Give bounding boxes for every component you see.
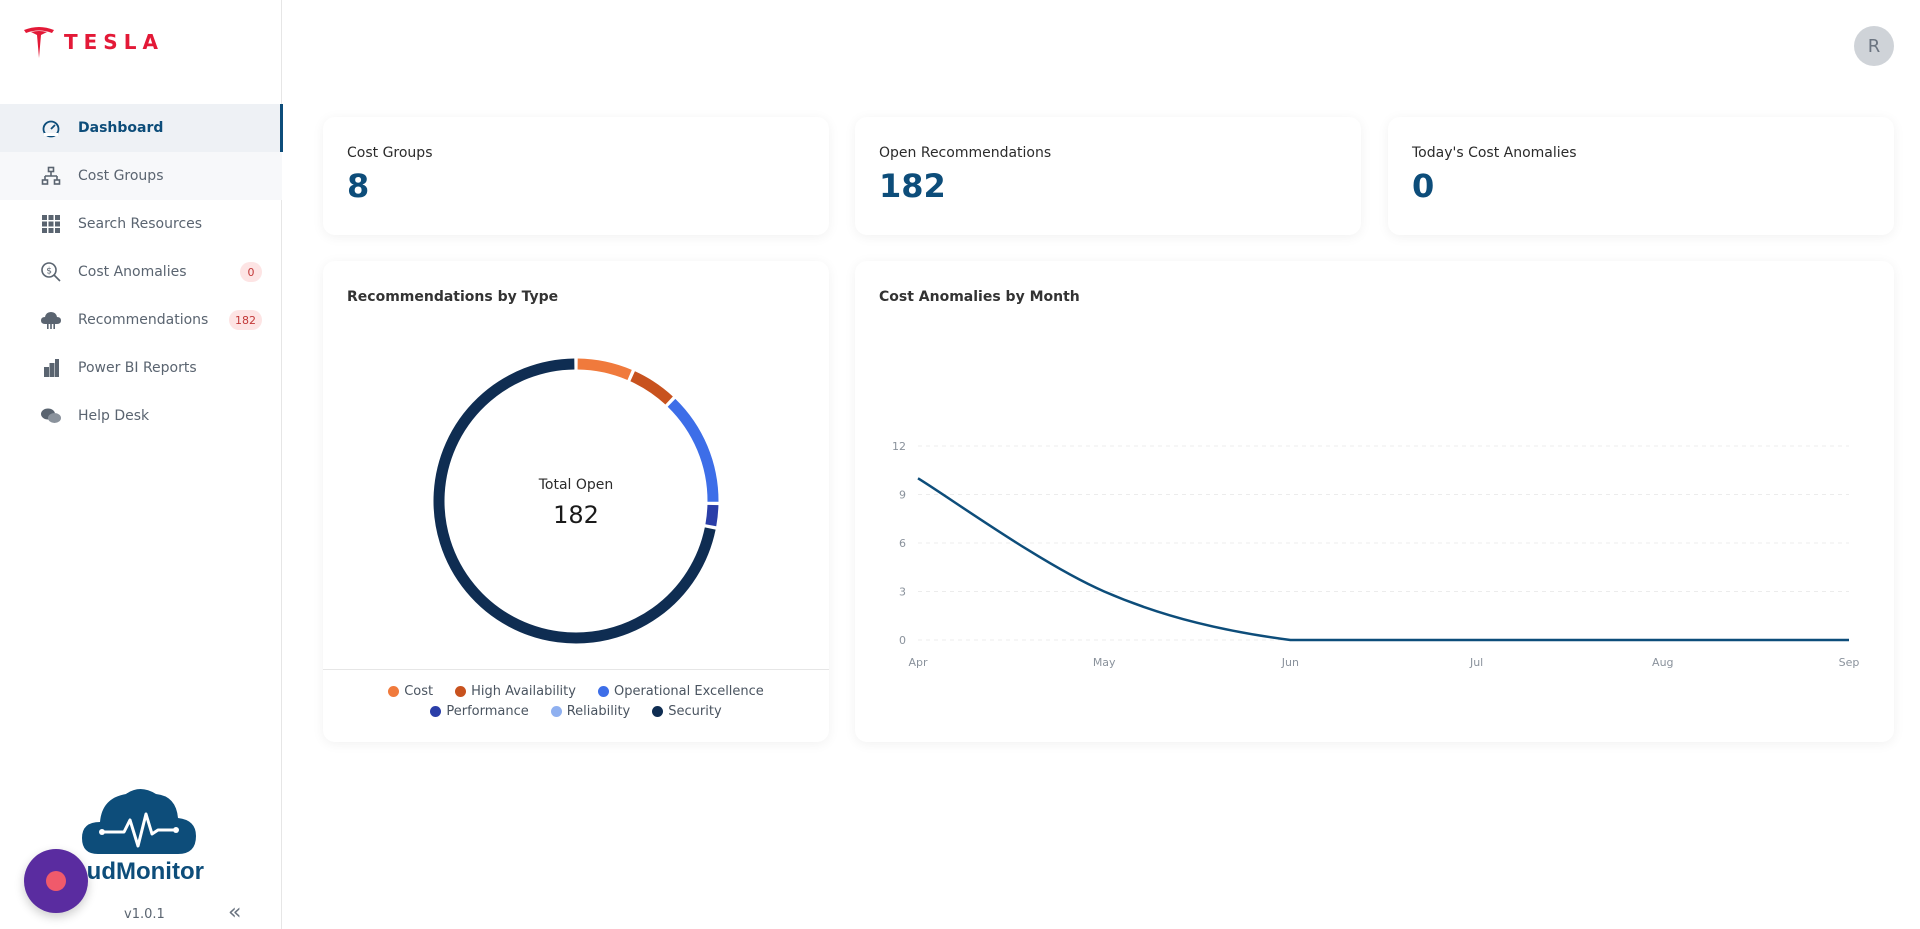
cloud-icon: [40, 309, 62, 331]
series-line[interactable]: [917, 477, 1849, 642]
recommendations-by-type-card: Recommendations by Type Total Open 182 C…: [323, 261, 829, 742]
stat-card-todays-cost-anomalies[interactable]: Today's Cost Anomalies 0: [1388, 117, 1894, 235]
hierarchy-icon: [40, 165, 62, 187]
sidebar-item-label: Recommendations: [78, 312, 209, 328]
legend-swatch: [455, 685, 467, 697]
y-tick-label: 6: [899, 537, 906, 550]
x-tick-label: May: [1093, 656, 1116, 669]
legend-swatch: [652, 705, 664, 717]
donut-center-value: 182: [553, 501, 599, 529]
tesla-t-icon: [24, 27, 54, 58]
legend-label: High Availability: [471, 683, 576, 699]
sidebar-item-cost-anomalies[interactable]: $ Cost Anomalies 0: [0, 248, 282, 296]
chart-icon: [40, 357, 62, 379]
donut-legend: Cost High Availability Operational Excelle…: [323, 681, 829, 721]
x-tick-label: Jul: [1469, 656, 1483, 669]
y-tick-label: 9: [899, 489, 906, 502]
sidebar-item-label: Search Resources: [78, 216, 203, 232]
legend-swatch: [550, 705, 562, 717]
stat-title: Open Recommendations: [879, 145, 1052, 161]
stat-value: 0: [1412, 167, 1435, 205]
legend-label: Reliability: [566, 703, 631, 719]
legend-label: Performance: [446, 703, 529, 719]
legend-swatch: [430, 705, 442, 717]
sidebar-item-recommendations[interactable]: Recommendations 182: [0, 296, 282, 344]
legend-row: Cost High Availability Operational Excelle…: [323, 681, 829, 701]
tesla-logo[interactable]: TESLA: [22, 24, 164, 60]
sidebar-item-label: Help Desk: [78, 408, 150, 424]
legend-swatch: [388, 685, 400, 697]
donut-center-label: Total Open: [538, 477, 614, 493]
sidebar-item-label: Cost Groups: [78, 168, 164, 184]
sidebar-item-help-desk[interactable]: Help Desk: [0, 392, 282, 440]
donut-slice-high-availability[interactable]: [630, 371, 673, 405]
sidebar-item-label: Cost Anomalies: [78, 264, 187, 280]
legend-divider: [323, 669, 829, 670]
sidebar: TESLA Dashboard Cost Groups Search Resou…: [0, 0, 283, 929]
legend-label: Operational Excellence: [613, 683, 764, 699]
stat-title: Cost Groups: [347, 145, 433, 161]
cloudmonitor-logo-icon: [82, 789, 196, 854]
donut-slice-security[interactable]: [433, 358, 716, 644]
legend-item-performance[interactable]: Performance: [430, 703, 529, 719]
sidebar-item-label: Dashboard: [78, 120, 164, 136]
user-avatar[interactable]: R: [1854, 26, 1894, 66]
legend-item-reliability[interactable]: Reliability: [550, 703, 631, 719]
legend-row: Performance Reliability Security: [323, 701, 829, 721]
y-tick-label: 0: [899, 634, 906, 647]
legend-label: Security: [668, 703, 722, 719]
x-tick-label: Aug: [1652, 656, 1673, 669]
y-tick-label: 12: [892, 440, 906, 453]
dashboard-icon: [40, 117, 62, 139]
donut-slice-performance[interactable]: [705, 504, 719, 527]
x-tick-label: Apr: [908, 656, 928, 669]
x-tick-label: Sep: [1839, 656, 1860, 669]
stat-value: 182: [879, 167, 946, 205]
sidebar-item-search-resources[interactable]: Search Resources: [0, 200, 282, 248]
line-chart: 0 3 6 9 12 Apr May Jun Jul Aug Sep: [892, 440, 1860, 669]
stat-value: 8: [347, 167, 370, 205]
donut-slice-cost[interactable]: [577, 358, 632, 381]
stat-title: Today's Cost Anomalies: [1412, 145, 1577, 161]
panel-title: Cost Anomalies by Month: [879, 289, 1080, 305]
sidebar-item-cost-groups[interactable]: Cost Groups: [0, 152, 282, 200]
svg-text:$: $: [46, 267, 52, 277]
sidebar-nav: Dashboard Cost Groups Search Resources $…: [0, 104, 283, 440]
search-dollar-icon: $: [40, 261, 62, 283]
sidebar-item-label: Power BI Reports: [78, 360, 197, 376]
app-version: v1.0.1: [124, 907, 165, 922]
legend-label: Cost: [404, 683, 434, 699]
donut-chart: [433, 358, 719, 644]
app-name: oudMonitor: [72, 858, 204, 885]
donut-slice-operational-excellence[interactable]: [667, 398, 719, 502]
collapse-sidebar-icon[interactable]: «: [228, 900, 242, 925]
cost-anomalies-by-month-card: Cost Anomalies by Month 0 3 6 9 12 Apr May Jun J…: [855, 261, 1894, 742]
chat-icon: [40, 405, 62, 427]
legend-item-security[interactable]: Security: [652, 703, 722, 719]
sidebar-item-power-bi-reports[interactable]: Power BI Reports: [0, 344, 282, 392]
legend-item-operational-excellence[interactable]: Operational Excellence: [597, 683, 764, 699]
stat-card-open-recommendations[interactable]: Open Recommendations 182: [855, 117, 1361, 235]
sidebar-item-dashboard[interactable]: Dashboard: [0, 104, 283, 152]
assistant-fab-button[interactable]: [24, 849, 88, 913]
y-tick-label: 3: [899, 586, 906, 599]
legend-item-high-availability[interactable]: High Availability: [455, 684, 576, 699]
x-tick-label: Jun: [1281, 656, 1299, 669]
legend-item-cost[interactable]: Cost: [388, 684, 433, 699]
grid-icon: [40, 213, 62, 235]
legend-swatch: [597, 685, 609, 697]
recommendations-count-badge: 182: [229, 310, 262, 330]
record-dot-icon: [46, 871, 66, 891]
logo-wordmark: TESLA: [64, 30, 164, 54]
anomalies-count-badge: 0: [240, 262, 262, 282]
panel-title: Recommendations by Type: [347, 289, 559, 305]
stat-card-cost-groups[interactable]: Cost Groups 8: [323, 117, 829, 235]
